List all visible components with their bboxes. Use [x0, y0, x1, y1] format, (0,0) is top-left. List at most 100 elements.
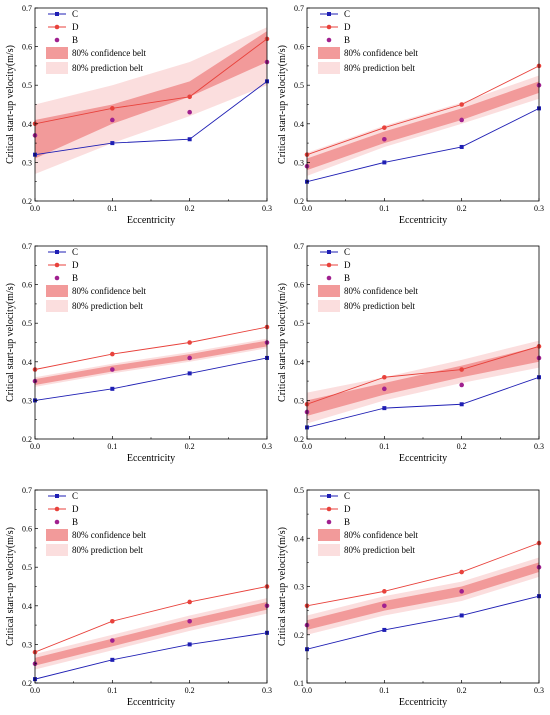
- legend-confidence-label: 80% confidence belt: [72, 48, 146, 58]
- series-d-line: [307, 542, 539, 607]
- chart-panel-2: 0.0 0.1 0.2 0.3 0.2 0.3 0.4 0.5 0.6 0.7 Eccentrici…: [277, 4, 544, 226]
- series-d-line: [307, 65, 539, 156]
- legend-confidence-label: 80% confidence belt: [72, 530, 146, 540]
- x-tick-label: 0.2: [457, 204, 467, 213]
- y-tick-label: 0.3: [294, 583, 304, 592]
- series-c-line: [35, 632, 267, 680]
- legend-confidence-swatch: [46, 47, 68, 59]
- series-b-point: [187, 618, 192, 624]
- series-d-point: [187, 599, 192, 605]
- chart-panel-6: 0.0 0.1 0.2 0.30.10.20.30.40.5EccentricityC…: [277, 486, 544, 708]
- y-tick-label: 0.6: [22, 525, 32, 534]
- series-d-line: [35, 586, 267, 653]
- series-c-point: [382, 627, 387, 632]
- legend-b-marker: [326, 275, 332, 281]
- x-tick-label: 0.0: [302, 204, 312, 213]
- series-d-point: [459, 102, 464, 107]
- series-b-point: [187, 109, 192, 115]
- x-tick-label: 0.2: [185, 204, 195, 213]
- series-b-point: [382, 136, 387, 142]
- x-tick-label: 0.1: [379, 442, 389, 451]
- legend-confidence-swatch: [318, 47, 340, 59]
- series-d-point: [459, 367, 464, 372]
- legend-c-label: C: [72, 247, 78, 257]
- series-c-point: [110, 141, 115, 146]
- legend-confidence-label: 80% confidence belt: [344, 530, 418, 540]
- series-c-line: [35, 357, 267, 401]
- series-d-point: [187, 94, 192, 100]
- legend-prediction-swatch: [318, 62, 340, 74]
- confidence-belt: [35, 601, 267, 666]
- y-tick-label: 0.3: [294, 396, 304, 405]
- y-tick-label: 0.4: [294, 534, 304, 543]
- y-tick-label: 0.5: [22, 319, 32, 328]
- chart-panel-3: 0.0 0.1 0.2 0.3 0.2 0.3 0.4 0.5 0.6 0.7 Eccentrici…: [5, 242, 272, 464]
- x-tick-label: 0.0: [30, 204, 40, 213]
- x-axis-label: Eccentricity: [399, 453, 447, 464]
- legend-c-label: C: [72, 9, 78, 19]
- series-c-point: [382, 160, 387, 165]
- legend-prediction-swatch: [318, 544, 340, 556]
- series-b-point: [459, 117, 464, 123]
- series-d-point: [382, 125, 387, 130]
- legend-confidence-swatch: [318, 285, 340, 297]
- x-tick-label: 0.3: [534, 442, 544, 451]
- y-tick-label: 0.1: [294, 679, 304, 688]
- legend-c-label: C: [72, 491, 78, 501]
- plot-frame: [34, 245, 268, 440]
- legend-b-marker: [54, 37, 60, 43]
- x-tick-label: 0.3: [262, 204, 272, 213]
- legend-b-label: B: [72, 273, 78, 283]
- series-b-point: [110, 638, 115, 643]
- x-axis-label: Eccentricity: [127, 697, 175, 708]
- chart-panel-5: 0.0 0.1 0.2 0.3 0.2 0.3 0.4 0.5 0.6 0.7 Eccentrici…: [5, 486, 272, 708]
- x-tick-label: 0.3: [262, 442, 272, 451]
- chart-panel-1: 0.0 0.1 0.2 0.3 0.2 0.3 0.4 0.5 0.6 0.7 Eccentrici…: [5, 4, 272, 226]
- series-b-point: [187, 355, 192, 361]
- series-c-point: [459, 402, 464, 407]
- legend-d-label: D: [344, 260, 351, 270]
- x-tick-label: 0.3: [262, 686, 272, 695]
- legend-confidence-swatch: [46, 529, 68, 541]
- legend-d-marker: [326, 262, 332, 268]
- y-tick-label: 0.5: [294, 81, 304, 90]
- x-tick-label: 0.0: [302, 442, 312, 451]
- x-tick-label: 0.3: [534, 204, 544, 213]
- legend-confidence-label: 80% confidence belt: [344, 286, 418, 296]
- legend-c-label: C: [344, 247, 350, 257]
- legend-c-marker: [55, 12, 59, 16]
- y-axis-label: Critical start-up velocity(m/s): [5, 45, 16, 164]
- series-d-line: [307, 345, 539, 405]
- y-tick-label: 0.3: [22, 396, 32, 405]
- y-tick-label: 0.4: [22, 358, 32, 367]
- legend-d-marker: [54, 262, 60, 268]
- y-tick-label: 0.4: [22, 120, 32, 129]
- confidence-belt: [307, 81, 539, 171]
- y-tick-label: 0.6: [22, 43, 32, 52]
- series-c-point: [187, 371, 192, 376]
- legend-prediction-label: 80% prediction belt: [72, 301, 143, 311]
- legend-prediction-label: 80% prediction belt: [344, 63, 415, 73]
- y-tick-label: 0.5: [294, 319, 304, 328]
- y-tick-label: 0.3: [294, 158, 304, 167]
- series-c-point: [382, 406, 387, 411]
- x-tick-label: 0.2: [185, 442, 195, 451]
- y-tick-label: 0.6: [22, 281, 32, 290]
- y-tick-label: 0.5: [22, 563, 32, 572]
- legend-b-marker: [54, 519, 60, 525]
- y-tick-label: 0.4: [294, 120, 304, 129]
- confidence-belt: [307, 562, 539, 630]
- y-axis-label: Critical start-up velocity(m/s): [5, 283, 16, 402]
- series-d-point: [382, 374, 387, 380]
- series-b-point: [382, 603, 387, 609]
- series-c-point: [110, 386, 115, 391]
- series-c-point: [459, 613, 464, 618]
- series-b-point: [110, 117, 115, 123]
- x-tick-label: 0.0: [30, 686, 40, 695]
- series-d-point: [382, 589, 387, 594]
- legend-b-label: B: [344, 273, 350, 283]
- y-tick-label: 0.3: [22, 640, 32, 649]
- y-axis-label: Critical start-up velocity(m/s): [277, 45, 288, 164]
- y-axis-label: Critical start-up velocity(m/s): [277, 283, 288, 402]
